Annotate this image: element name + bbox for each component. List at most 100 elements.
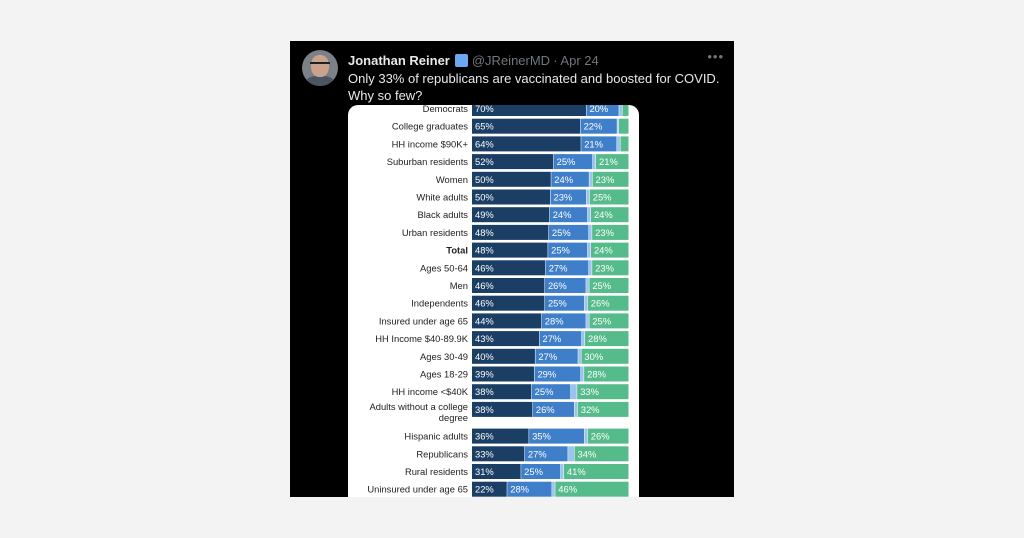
data-label: 34% bbox=[578, 448, 597, 459]
bar-segment bbox=[472, 118, 581, 134]
bar-segment bbox=[585, 331, 629, 347]
bar-segment bbox=[577, 401, 629, 417]
data-label: 52% bbox=[475, 156, 494, 167]
bar-segment bbox=[548, 242, 588, 258]
category-label: Adults without a college bbox=[370, 401, 469, 412]
separator: · bbox=[553, 52, 558, 68]
bar-segment bbox=[472, 348, 535, 364]
category-label: Ages 30-49 bbox=[420, 351, 468, 362]
bar-segment bbox=[592, 171, 629, 187]
category-label: White adults bbox=[416, 192, 468, 203]
bar-segment bbox=[592, 224, 629, 240]
data-label: 46% bbox=[558, 484, 577, 495]
bar-segment bbox=[539, 331, 582, 347]
data-label: 22% bbox=[584, 121, 603, 132]
bar-segment bbox=[553, 154, 593, 170]
bar-segment bbox=[587, 242, 591, 258]
data-label: 21% bbox=[584, 138, 603, 149]
bar-segment bbox=[574, 401, 578, 417]
data-label: 32% bbox=[581, 404, 600, 415]
bar-segment bbox=[617, 136, 620, 152]
bar-segment bbox=[586, 105, 619, 116]
data-label: 26% bbox=[536, 404, 555, 415]
data-label: 27% bbox=[528, 448, 547, 459]
bar-segment bbox=[534, 366, 581, 382]
category-label: degree bbox=[439, 412, 468, 423]
data-label: 29% bbox=[537, 369, 556, 380]
bar-segment bbox=[472, 401, 533, 417]
data-label: 22% bbox=[475, 484, 494, 495]
data-label: 48% bbox=[475, 245, 494, 256]
bar-segment bbox=[592, 154, 596, 170]
data-label: 27% bbox=[538, 351, 557, 362]
data-label: 46% bbox=[475, 262, 494, 273]
bar-segment bbox=[590, 242, 629, 258]
bar-segment bbox=[580, 118, 617, 134]
data-label: 33% bbox=[580, 386, 599, 397]
data-label: 36% bbox=[475, 431, 494, 442]
bar-segment bbox=[574, 446, 629, 462]
bar-segment bbox=[472, 428, 529, 444]
bar-segment bbox=[584, 428, 588, 444]
bar-segment bbox=[535, 348, 578, 364]
tweet-date[interactable]: Apr 24 bbox=[560, 52, 599, 68]
verified-badge-icon bbox=[454, 53, 468, 67]
bar-segment bbox=[620, 136, 629, 152]
bar-segment bbox=[472, 242, 548, 258]
bar-segment bbox=[619, 105, 622, 116]
data-label: 50% bbox=[475, 192, 494, 203]
bar-segment bbox=[578, 348, 581, 364]
data-label: 35% bbox=[532, 431, 551, 442]
bar-segment bbox=[586, 313, 589, 329]
bar-segment bbox=[550, 189, 587, 205]
bar-segment bbox=[581, 136, 617, 152]
bar-segment bbox=[472, 331, 540, 347]
data-label: 26% bbox=[548, 280, 567, 291]
data-label: 27% bbox=[549, 262, 568, 273]
avatar-face bbox=[311, 55, 329, 77]
bar-segment bbox=[577, 384, 629, 400]
data-label: 31% bbox=[475, 466, 494, 477]
bar-segment bbox=[532, 401, 575, 417]
data-label: 24% bbox=[594, 245, 613, 256]
avatar[interactable] bbox=[302, 50, 338, 86]
bar-segment bbox=[584, 366, 629, 382]
bar-segment bbox=[472, 384, 532, 400]
bar-segment bbox=[587, 428, 629, 444]
bar-segment bbox=[472, 154, 554, 170]
category-label: Rural residents bbox=[405, 466, 468, 477]
data-label: 25% bbox=[548, 298, 567, 309]
category-label: Uninsured under age 65 bbox=[367, 484, 468, 495]
bar-segment bbox=[568, 446, 575, 462]
avatar-glasses bbox=[310, 62, 330, 68]
bar-segment bbox=[541, 313, 586, 329]
category-label: Men bbox=[450, 280, 468, 291]
tweet-card[interactable]: Jonathan Reiner @JReinerMD · Apr 24 ••• … bbox=[290, 41, 734, 497]
data-label: 28% bbox=[545, 315, 564, 326]
bar-segment bbox=[580, 366, 584, 382]
bar-segment bbox=[560, 464, 564, 479]
bar-segment bbox=[472, 105, 586, 116]
data-label: 25% bbox=[592, 280, 611, 291]
data-label: 33% bbox=[475, 448, 494, 459]
data-label: 26% bbox=[591, 298, 610, 309]
bar-segment bbox=[588, 260, 592, 276]
bar-segment bbox=[618, 118, 629, 134]
bar-segment bbox=[589, 278, 629, 293]
bar-segment bbox=[584, 295, 588, 311]
data-label: 25% bbox=[592, 315, 611, 326]
data-label: 39% bbox=[475, 369, 494, 380]
avatar-shirt bbox=[306, 76, 334, 86]
bar-segment bbox=[472, 260, 546, 276]
bar-segment bbox=[552, 481, 555, 497]
data-label: 38% bbox=[475, 404, 494, 415]
bar-segment bbox=[589, 313, 629, 329]
tweet-media-chart[interactable]: Democrats 70% 20% College graduates 65% 22% HH… bbox=[348, 105, 639, 497]
category-label: Hispanic adults bbox=[404, 431, 468, 442]
author-name[interactable]: Jonathan Reiner bbox=[348, 52, 450, 68]
author-handle[interactable]: @JReinerMD bbox=[471, 52, 551, 68]
more-dots-icon[interactable]: ••• bbox=[707, 49, 724, 64]
category-label: HH Income $40-89.9K bbox=[375, 333, 469, 344]
bar-segment bbox=[587, 207, 591, 223]
data-label: 27% bbox=[543, 333, 562, 344]
